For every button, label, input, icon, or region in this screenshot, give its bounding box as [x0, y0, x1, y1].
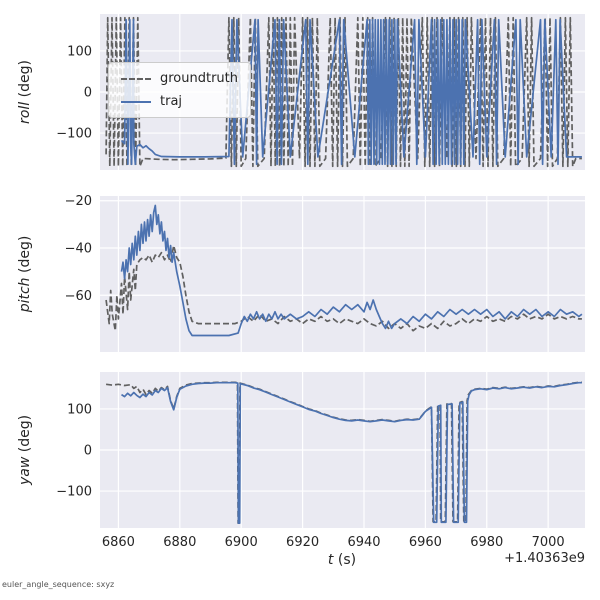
legend-label-traj: traj — [160, 94, 183, 109]
yaw-series-traj-line — [121, 381, 582, 524]
pitch-axis-label: pitch (deg) — [17, 236, 33, 313]
pitch-axis-label-unit: (deg) — [17, 235, 33, 278]
pitch-ytick-label: −40 — [65, 242, 92, 257]
groundtruth-line-sample-icon — [121, 77, 151, 80]
traj-line-sample-icon — [121, 100, 151, 103]
yaw-ytick-label: −100 — [56, 485, 92, 500]
xtick-label: 6980 — [470, 535, 503, 550]
roll-ytick-label: 100 — [67, 44, 92, 59]
xtick-label: 6860 — [102, 535, 135, 550]
xtick-label: 6900 — [225, 535, 258, 550]
roll-axis-label: roll (deg) — [17, 60, 33, 124]
roll-ytick-label: 0 — [84, 86, 92, 101]
roll-ytick-label: −100 — [56, 127, 92, 142]
pitch-ytick-label: −20 — [65, 194, 92, 209]
xtick-label: 6940 — [347, 535, 380, 550]
roll-axis-label-unit: (deg) — [17, 60, 33, 102]
x-axis-offset-text: +1.40363e9 — [504, 551, 585, 566]
xtick-label: 6880 — [163, 535, 196, 550]
yaw-ytick-label: 100 — [67, 402, 92, 417]
euler-angle-sequence-note: euler_angle_sequence: sxyz — [2, 580, 115, 589]
x-axis-label-var: t — [327, 552, 334, 568]
yaw-axis-label: yaw (deg) — [17, 415, 33, 485]
pitch-ytick-label: −60 — [65, 289, 92, 304]
x-axis-label: t (s) — [328, 552, 356, 568]
xtick-label: 7000 — [532, 535, 565, 550]
pitch-axes-background — [100, 196, 585, 352]
xtick-label: 6920 — [286, 535, 319, 550]
roll-series-traj-line — [120, 18, 582, 166]
x-axis-label-unit: (s) — [333, 552, 357, 568]
pitch-series-traj-line — [120, 204, 583, 337]
roll-axis-label-var: roll — [17, 101, 33, 124]
legend-item-traj: traj — [121, 94, 238, 109]
legend-item-groundtruth: groundtruth — [121, 71, 238, 86]
pitch-axis-label-var: pitch — [17, 277, 33, 313]
yaw-axis-label-unit: (deg) — [17, 414, 33, 457]
xtick-label: 6960 — [409, 535, 442, 550]
yaw-axis-label-var: yaw — [17, 456, 33, 486]
legend-label-groundtruth: groundtruth — [160, 71, 239, 86]
legend: groundtruth traj — [108, 62, 252, 118]
yaw-ytick-label: 0 — [84, 444, 92, 459]
